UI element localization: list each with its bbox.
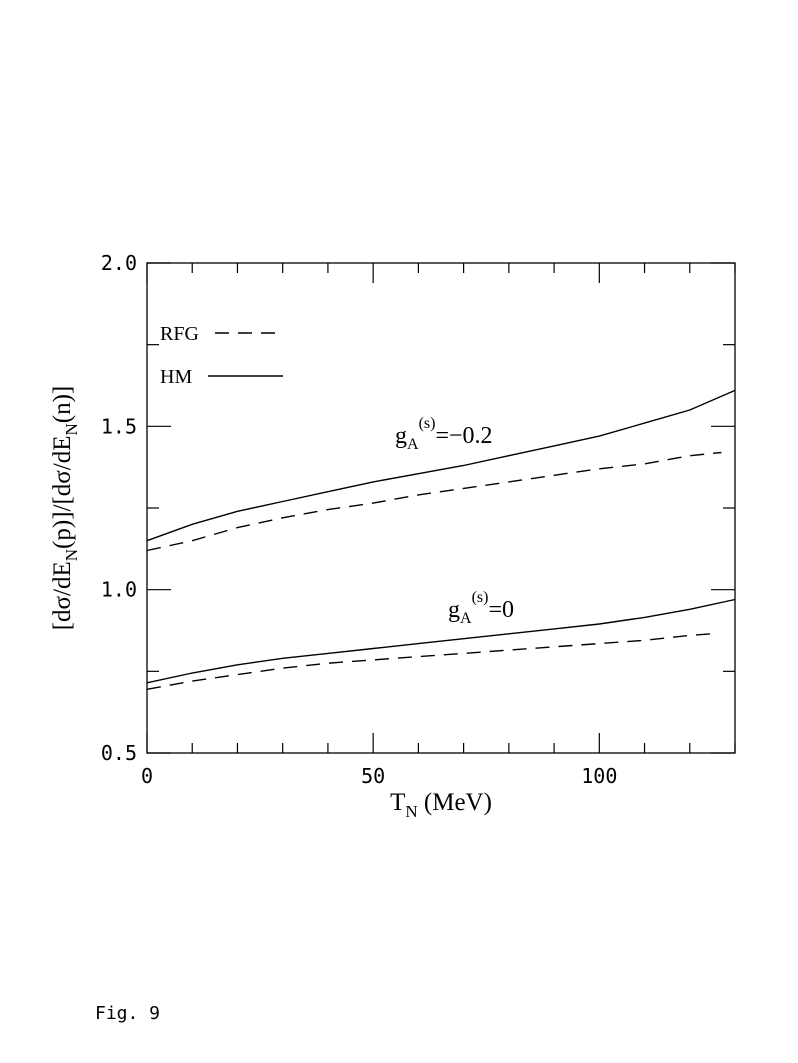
hm-curve-ga-minus-0-2 [146, 389, 736, 542]
x-tick-label: 100 [581, 764, 617, 788]
annotation-ga-0: gA(s)=0 [448, 589, 514, 627]
legend-label-hm: HM [160, 366, 192, 388]
plot-frame [146, 262, 736, 754]
annotations: gA(s)=−0.2 gA(s)=0 [395, 415, 514, 627]
annotation-ga-minus-0-2: gA(s)=−0.2 [395, 415, 493, 453]
axis-titles: TN (MeV) [dσ/dEN(p)]/[dσ/dEN(n)] [49, 386, 492, 821]
x-axis-title: TN (MeV) [390, 789, 492, 821]
plot-frame-rect [146, 262, 736, 754]
legend: RFG HM [160, 323, 283, 388]
y-tick-label: 0.5 [101, 741, 137, 765]
y-tick-label: 2.0 [101, 251, 137, 275]
y-axis-title: [dσ/dEN(p)]/[dσ/dEN(n)] [49, 386, 81, 631]
data-series [146, 389, 736, 690]
legend-label-rfg: RFG [160, 323, 199, 345]
hm-curve-ga-0 [146, 598, 736, 684]
axis-ticks [146, 262, 736, 754]
x-tick-label: 0 [141, 764, 153, 788]
y-tick-label: 1.5 [101, 414, 137, 438]
rfg-curve-ga-minus-0-2 [146, 451, 722, 552]
x-tick-label: 50 [361, 764, 385, 788]
figure-caption: Fig. 9 [95, 1003, 161, 1024]
tick-labels: 0 50 100 0.5 1.0 1.5 2.0 [101, 251, 617, 788]
rfg-curve-ga-0 [146, 633, 713, 690]
y-tick-label: 1.0 [101, 578, 137, 602]
